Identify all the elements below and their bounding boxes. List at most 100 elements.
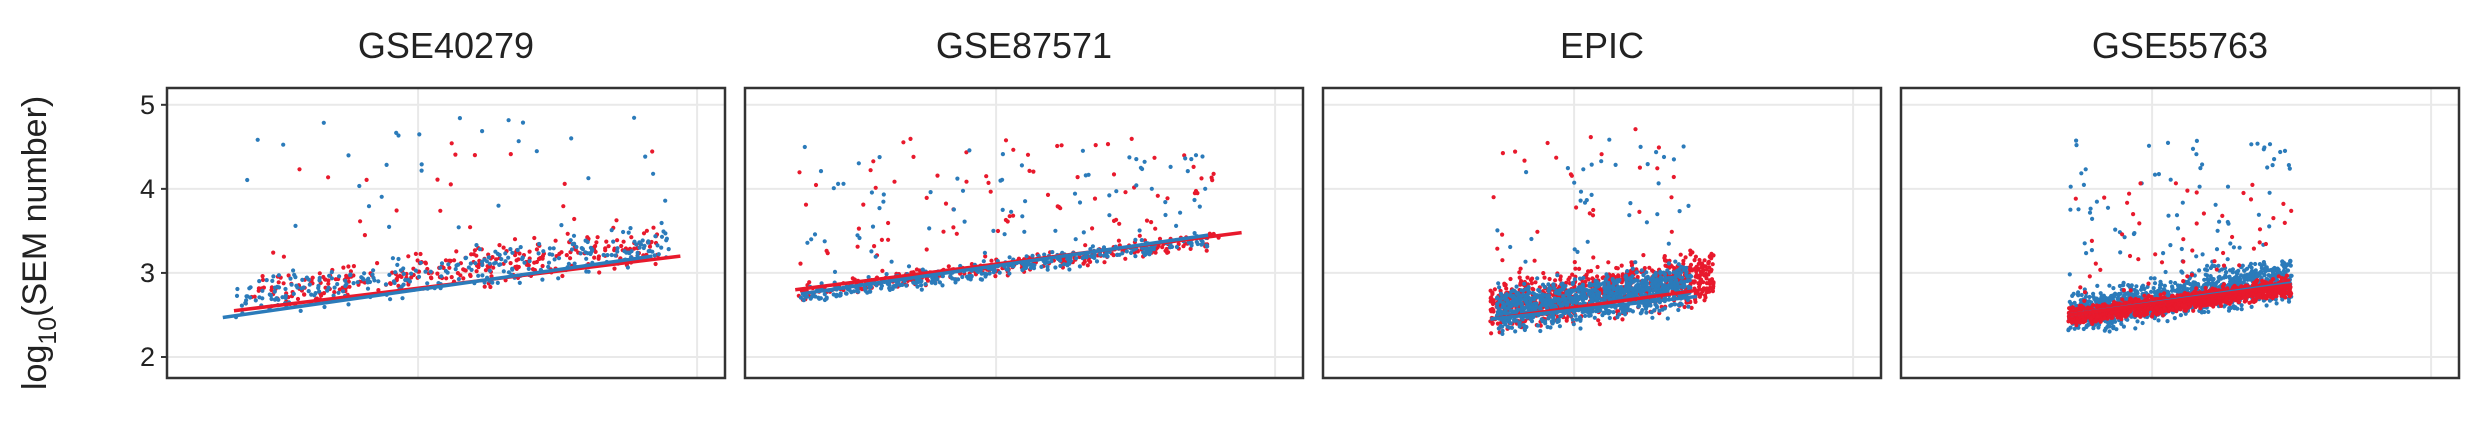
data-point	[2174, 213, 2180, 218]
data-point	[2118, 250, 2123, 255]
data-point	[1572, 247, 1577, 252]
data-point	[1098, 252, 1103, 257]
data-point	[2280, 297, 2285, 302]
data-point	[565, 231, 570, 236]
data-point	[632, 115, 637, 120]
data-point	[1637, 304, 1642, 309]
data-point	[1495, 302, 1500, 307]
data-point	[307, 282, 312, 287]
data-point	[2230, 267, 2235, 272]
data-point	[1489, 331, 1494, 336]
data-point	[2168, 243, 2173, 248]
data-point	[443, 258, 448, 263]
data-point	[2173, 280, 2178, 286]
data-point	[1630, 274, 1635, 279]
data-point	[1023, 199, 1028, 204]
data-point	[2206, 309, 2211, 314]
data-point	[1500, 232, 1505, 237]
data-point	[487, 261, 492, 266]
data-point	[646, 240, 651, 245]
data-point	[1028, 265, 1033, 270]
data-point	[1022, 266, 1027, 271]
data-point	[283, 286, 288, 292]
data-point	[446, 262, 451, 267]
data-point	[2076, 290, 2081, 295]
data-point	[2208, 274, 2213, 279]
data-point	[1615, 309, 1620, 314]
data-point	[1513, 149, 1518, 154]
data-point	[592, 255, 597, 260]
data-point	[1074, 256, 1079, 261]
data-point	[1498, 291, 1503, 296]
data-point	[2083, 167, 2088, 172]
data-point	[1090, 244, 1095, 249]
data-point	[1102, 260, 1107, 265]
data-point	[514, 258, 519, 263]
data-point	[812, 232, 818, 237]
data-point	[1123, 256, 1128, 261]
data-point	[946, 264, 951, 269]
data-point	[916, 280, 921, 285]
data-point	[1168, 164, 1173, 169]
data-point	[390, 256, 395, 261]
data-point	[1549, 319, 1554, 324]
data-point	[1497, 299, 1502, 304]
data-point	[388, 297, 393, 302]
data-point	[552, 257, 557, 262]
data-point	[2201, 211, 2206, 216]
data-point	[2267, 142, 2273, 147]
data-point	[2239, 280, 2244, 286]
data-point	[960, 188, 966, 193]
data-point	[1042, 252, 1047, 257]
data-point	[506, 270, 511, 275]
data-point	[1692, 258, 1697, 263]
data-point	[2240, 263, 2245, 268]
data-point	[861, 202, 866, 207]
data-point	[1587, 291, 1593, 296]
data-point	[2175, 283, 2181, 288]
data-point	[656, 252, 661, 257]
data-point	[1554, 155, 1559, 160]
data-point	[2281, 201, 2286, 206]
data-point	[1630, 266, 1635, 271]
data-point	[584, 256, 589, 261]
data-point	[1581, 167, 1586, 172]
data-point	[425, 281, 430, 286]
data-point	[270, 278, 275, 283]
series-red	[2066, 181, 2294, 328]
data-point	[1495, 309, 1500, 315]
data-point	[260, 288, 265, 293]
data-point	[415, 258, 420, 263]
data-point	[1153, 250, 1158, 255]
data-point	[1007, 214, 1012, 219]
data-point	[1512, 299, 1517, 304]
data-point	[234, 293, 240, 298]
data-point	[2285, 268, 2291, 273]
data-point	[655, 243, 660, 248]
data-point	[1521, 322, 1526, 328]
data-point	[1653, 287, 1658, 292]
panel-title: GSE40279	[358, 25, 534, 66]
data-point	[2194, 254, 2199, 259]
data-point	[1517, 275, 1522, 280]
data-point	[569, 247, 575, 252]
data-point	[594, 240, 599, 245]
data-point	[995, 228, 1001, 234]
data-point	[466, 265, 471, 270]
data-point	[534, 247, 540, 252]
data-point	[951, 225, 956, 230]
data-point	[2152, 172, 2158, 177]
data-point	[641, 245, 646, 251]
data-point	[953, 280, 958, 285]
data-point	[960, 274, 965, 280]
data-point	[2067, 272, 2072, 277]
data-point	[1573, 266, 1578, 271]
data-point	[964, 179, 969, 184]
data-point	[510, 250, 515, 255]
data-point	[1160, 245, 1165, 250]
data-point	[1695, 291, 1700, 296]
panel-title: GSE87571	[936, 25, 1112, 66]
data-point	[609, 252, 614, 258]
